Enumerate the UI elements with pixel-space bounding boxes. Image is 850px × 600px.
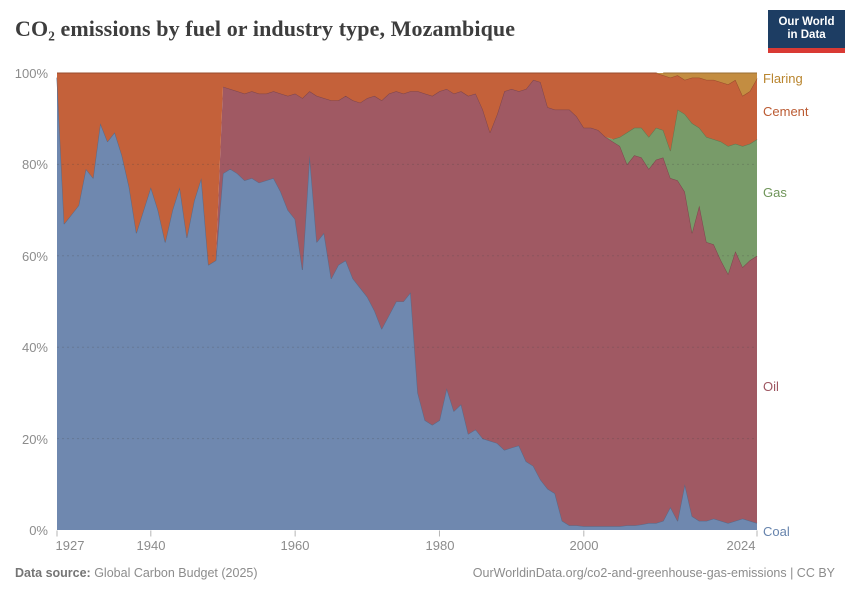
y-tick-0: 0% — [29, 523, 48, 538]
license-link[interactable]: OurWorldinData.org/co2-and-greenhouse-ga… — [472, 566, 835, 580]
x-tick-1940: 1940 — [136, 538, 166, 553]
series-label-cement: Cement — [763, 104, 809, 119]
y-tick-20: 20% — [21, 431, 48, 447]
y-tick-60: 60% — [21, 248, 48, 264]
data-source: Data source: Global Carbon Budget (2025) — [15, 566, 258, 580]
x-tick-2000: 2000 — [569, 538, 599, 553]
owid-logo[interactable]: Our World in Data — [768, 10, 845, 53]
area-cement — [57, 73, 757, 265]
area-flaring — [57, 73, 757, 96]
owid-logo-line2: in Data — [787, 29, 826, 41]
series-label-flaring: Flaring — [763, 71, 803, 86]
x-tick-1980: 1980 — [425, 538, 455, 553]
x-tick-1927: 1927 — [55, 538, 85, 553]
series-label-coal: Coal — [763, 524, 790, 539]
x-tick-1960: 1960 — [280, 538, 310, 553]
owid-logo-line1: Our World — [778, 16, 835, 28]
x-tick-2024: 2024 — [726, 538, 756, 553]
area-coal — [57, 77, 757, 530]
y-tick-100: 100% — [14, 66, 48, 81]
area-oil — [57, 77, 757, 527]
outline-cement — [57, 72, 758, 97]
data-source-value: Global Carbon Budget (2025) — [90, 566, 258, 580]
y-tick-40: 40% — [21, 340, 48, 356]
series-label-oil: Oil — [763, 379, 779, 394]
chart-title: CO₂ emissions by fuel or industry type, … — [15, 16, 516, 41]
data-source-label: Data source: — [15, 566, 91, 580]
y-tick-80: 80% — [21, 157, 48, 173]
series-label-gas: Gas — [763, 185, 787, 200]
